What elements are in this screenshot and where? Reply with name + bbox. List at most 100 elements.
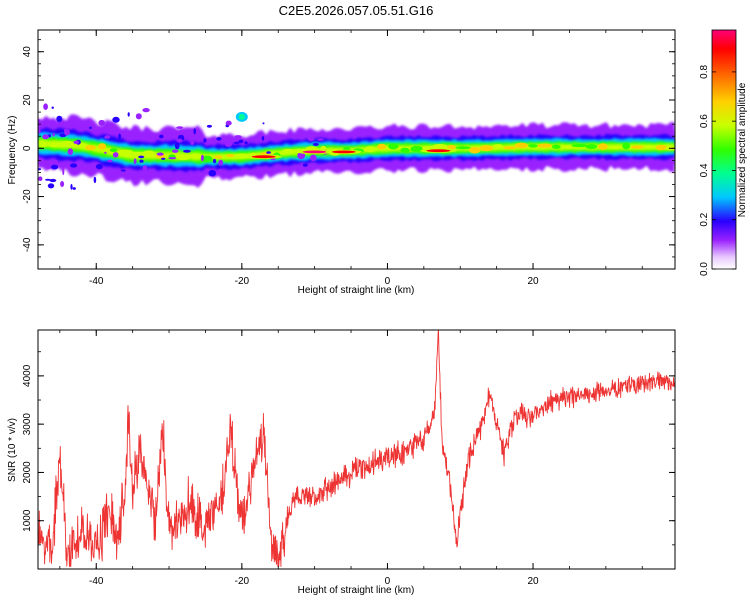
spectrogram-ridge-segment: [190, 153, 200, 159]
spectrogram-speck: [89, 126, 92, 130]
spectrogram-ridge-segment: [564, 145, 572, 150]
snr-y-tick-label: 3000: [22, 413, 33, 436]
spectrogram-ridge-segment: [469, 146, 481, 154]
spectrogram-speck: [70, 183, 73, 190]
spectrogram-panel: -40 -20 0 20 40 20 0 -20 -40 Height of straight…: [7, 29, 676, 296]
spectrogram-speck: [104, 135, 111, 139]
snr-y-tick-label: 1000: [22, 509, 33, 532]
spectrogram-blob-core: [251, 155, 276, 159]
spectrogram-speck: [38, 128, 41, 134]
spectrogram-speck: [262, 122, 265, 125]
spectrogram-speck: [176, 126, 184, 129]
spectrogram-speck: [142, 165, 148, 172]
spectrogram-speck: [266, 151, 271, 154]
spectrogram-ridge-segment: [59, 140, 75, 147]
spectrogram-speck: [93, 176, 97, 184]
spectrogram-speck: [38, 119, 41, 125]
spectrogram-speck: [98, 119, 105, 126]
colorbar-tick-label: 0.4: [699, 163, 710, 177]
spectrogram-speck: [172, 149, 179, 153]
snr-frame: [37, 329, 676, 570]
spectrogram-ridge-segment: [39, 143, 49, 147]
spectrogram-ridge-segment: [514, 142, 528, 149]
spectrogram-speck: [190, 140, 195, 145]
spectrogram-ridge-segment: [622, 142, 631, 150]
spectrogram-speck: [107, 159, 113, 163]
spectrogram-ridge-segment: [234, 153, 250, 159]
spectrogram-ridge-segment: [643, 145, 656, 149]
spectrogram-speck: [49, 178, 57, 183]
spectrogram-ridge-segment: [455, 146, 471, 150]
spectrogram-speck: [70, 163, 78, 168]
spectrogram-speck: [201, 154, 204, 162]
spectrogram-speck: [104, 151, 107, 154]
spectrogram-speck: [53, 159, 58, 164]
spectrogram-speck: [45, 164, 53, 169]
spectrogram-y-tick-label: 0: [22, 145, 33, 151]
colorbar: 0.0 0.2 0.4 0.6 0.8 Normalized spectral ampl…: [699, 29, 748, 276]
spectrogram-speck: [56, 115, 63, 123]
spectrogram-speck: [203, 138, 207, 143]
spectrogram-speck: [64, 121, 69, 126]
spectrogram-speck: [38, 176, 43, 181]
snr-y-axis-label: SNR (10 * v/v): [7, 418, 18, 482]
spectrogram-speck: [261, 136, 265, 141]
spectrogram-ridge-segment: [98, 143, 107, 150]
spectrogram-speck: [138, 155, 145, 159]
spectrogram-speck: [59, 133, 67, 138]
spectrogram-ridge-segment: [479, 145, 494, 152]
spectrogram-speck: [297, 152, 306, 160]
spectrogram-speck: [60, 181, 65, 187]
snr-x-tick-label: -20: [235, 576, 250, 587]
spectrogram-ridge-segment: [571, 143, 588, 148]
spectrogram-ridge-segment: [585, 144, 598, 150]
spectrogram-speck: [234, 135, 242, 139]
spectrogram-speck: [156, 152, 164, 156]
snr-x-tick-label: -40: [89, 576, 104, 587]
spectrogram-speck: [51, 106, 54, 109]
spectrogram-speck: [47, 183, 55, 189]
spectrogram-y-tick-label: 20: [22, 94, 33, 106]
spectrogram-ridge-segment: [598, 143, 608, 150]
figure-title: C2E5.2026.057.05.51.G16: [279, 3, 434, 18]
spectrogram-ridge-segment: [400, 147, 410, 153]
spectrogram-speck: [120, 169, 126, 172]
spectrogram-speck: [312, 142, 319, 146]
spectrogram-speck: [38, 168, 42, 171]
spectrogram-ridge-segment: [226, 154, 235, 158]
spectrogram-speck: [174, 142, 180, 150]
spectrogram-ridge-segment: [377, 143, 387, 150]
spectrogram-speck: [127, 112, 130, 117]
spectrogram-ridge-segment: [282, 148, 295, 153]
spectrogram-speck: [161, 157, 166, 160]
spectrogram-x-tick-label: 0: [385, 276, 391, 287]
spectrogram-speck: [44, 178, 52, 181]
spectrogram-ridge-segment: [364, 146, 376, 153]
spectrogram-ridge-segment: [71, 142, 87, 148]
spectrogram-ridge-segment: [631, 145, 645, 149]
spectrogram-ridge-segment: [129, 151, 145, 156]
spectrogram-blob-core: [426, 149, 451, 153]
spectrogram-speck: [112, 116, 120, 123]
spectrogram-speck: [64, 128, 67, 132]
spectrogram-ridge-segment: [84, 145, 96, 151]
spectrogram-ridge-segment: [410, 145, 423, 152]
snr-x-tick-label: 20: [527, 576, 539, 587]
spectrogram-y-tick-label: -40: [22, 237, 33, 252]
spectrogram-speck: [123, 131, 131, 136]
spectrogram-speck: [52, 133, 55, 137]
spectrogram-speck: [208, 169, 217, 177]
spectrogram-speck: [72, 187, 76, 190]
spectrogram-speck: [233, 141, 240, 144]
spectrogram-speck: [218, 159, 223, 166]
spectrogram-speck: [95, 163, 103, 170]
spectrogram-ridge-segment: [109, 148, 118, 153]
spectrogram-speck: [179, 129, 182, 136]
spectrogram-x-tick-label: -40: [89, 276, 104, 287]
snr-x-axis-label: Height of straight line (km): [298, 585, 415, 596]
spectrogram-speck: [51, 164, 59, 170]
spectrogram-speck: [317, 138, 324, 141]
spectrogram-ridge-segment: [537, 143, 552, 148]
spectrogram-speck: [193, 128, 196, 135]
spectrogram-speck: [62, 168, 65, 176]
